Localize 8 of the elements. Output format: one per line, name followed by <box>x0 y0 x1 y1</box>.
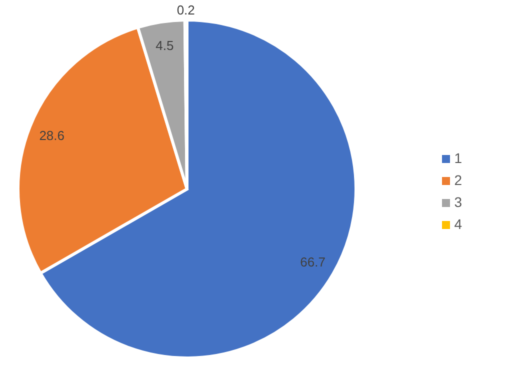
data-label: 0.2 <box>176 2 195 18</box>
legend-label: 1 <box>454 150 462 166</box>
data-label: 4.5 <box>156 38 174 53</box>
legend-label: 3 <box>454 194 462 210</box>
data-label: 28.6 <box>39 128 65 143</box>
legend-label: 4 <box>454 216 462 232</box>
data-label: 66.7 <box>300 254 326 270</box>
legend-label: 2 <box>454 172 462 188</box>
